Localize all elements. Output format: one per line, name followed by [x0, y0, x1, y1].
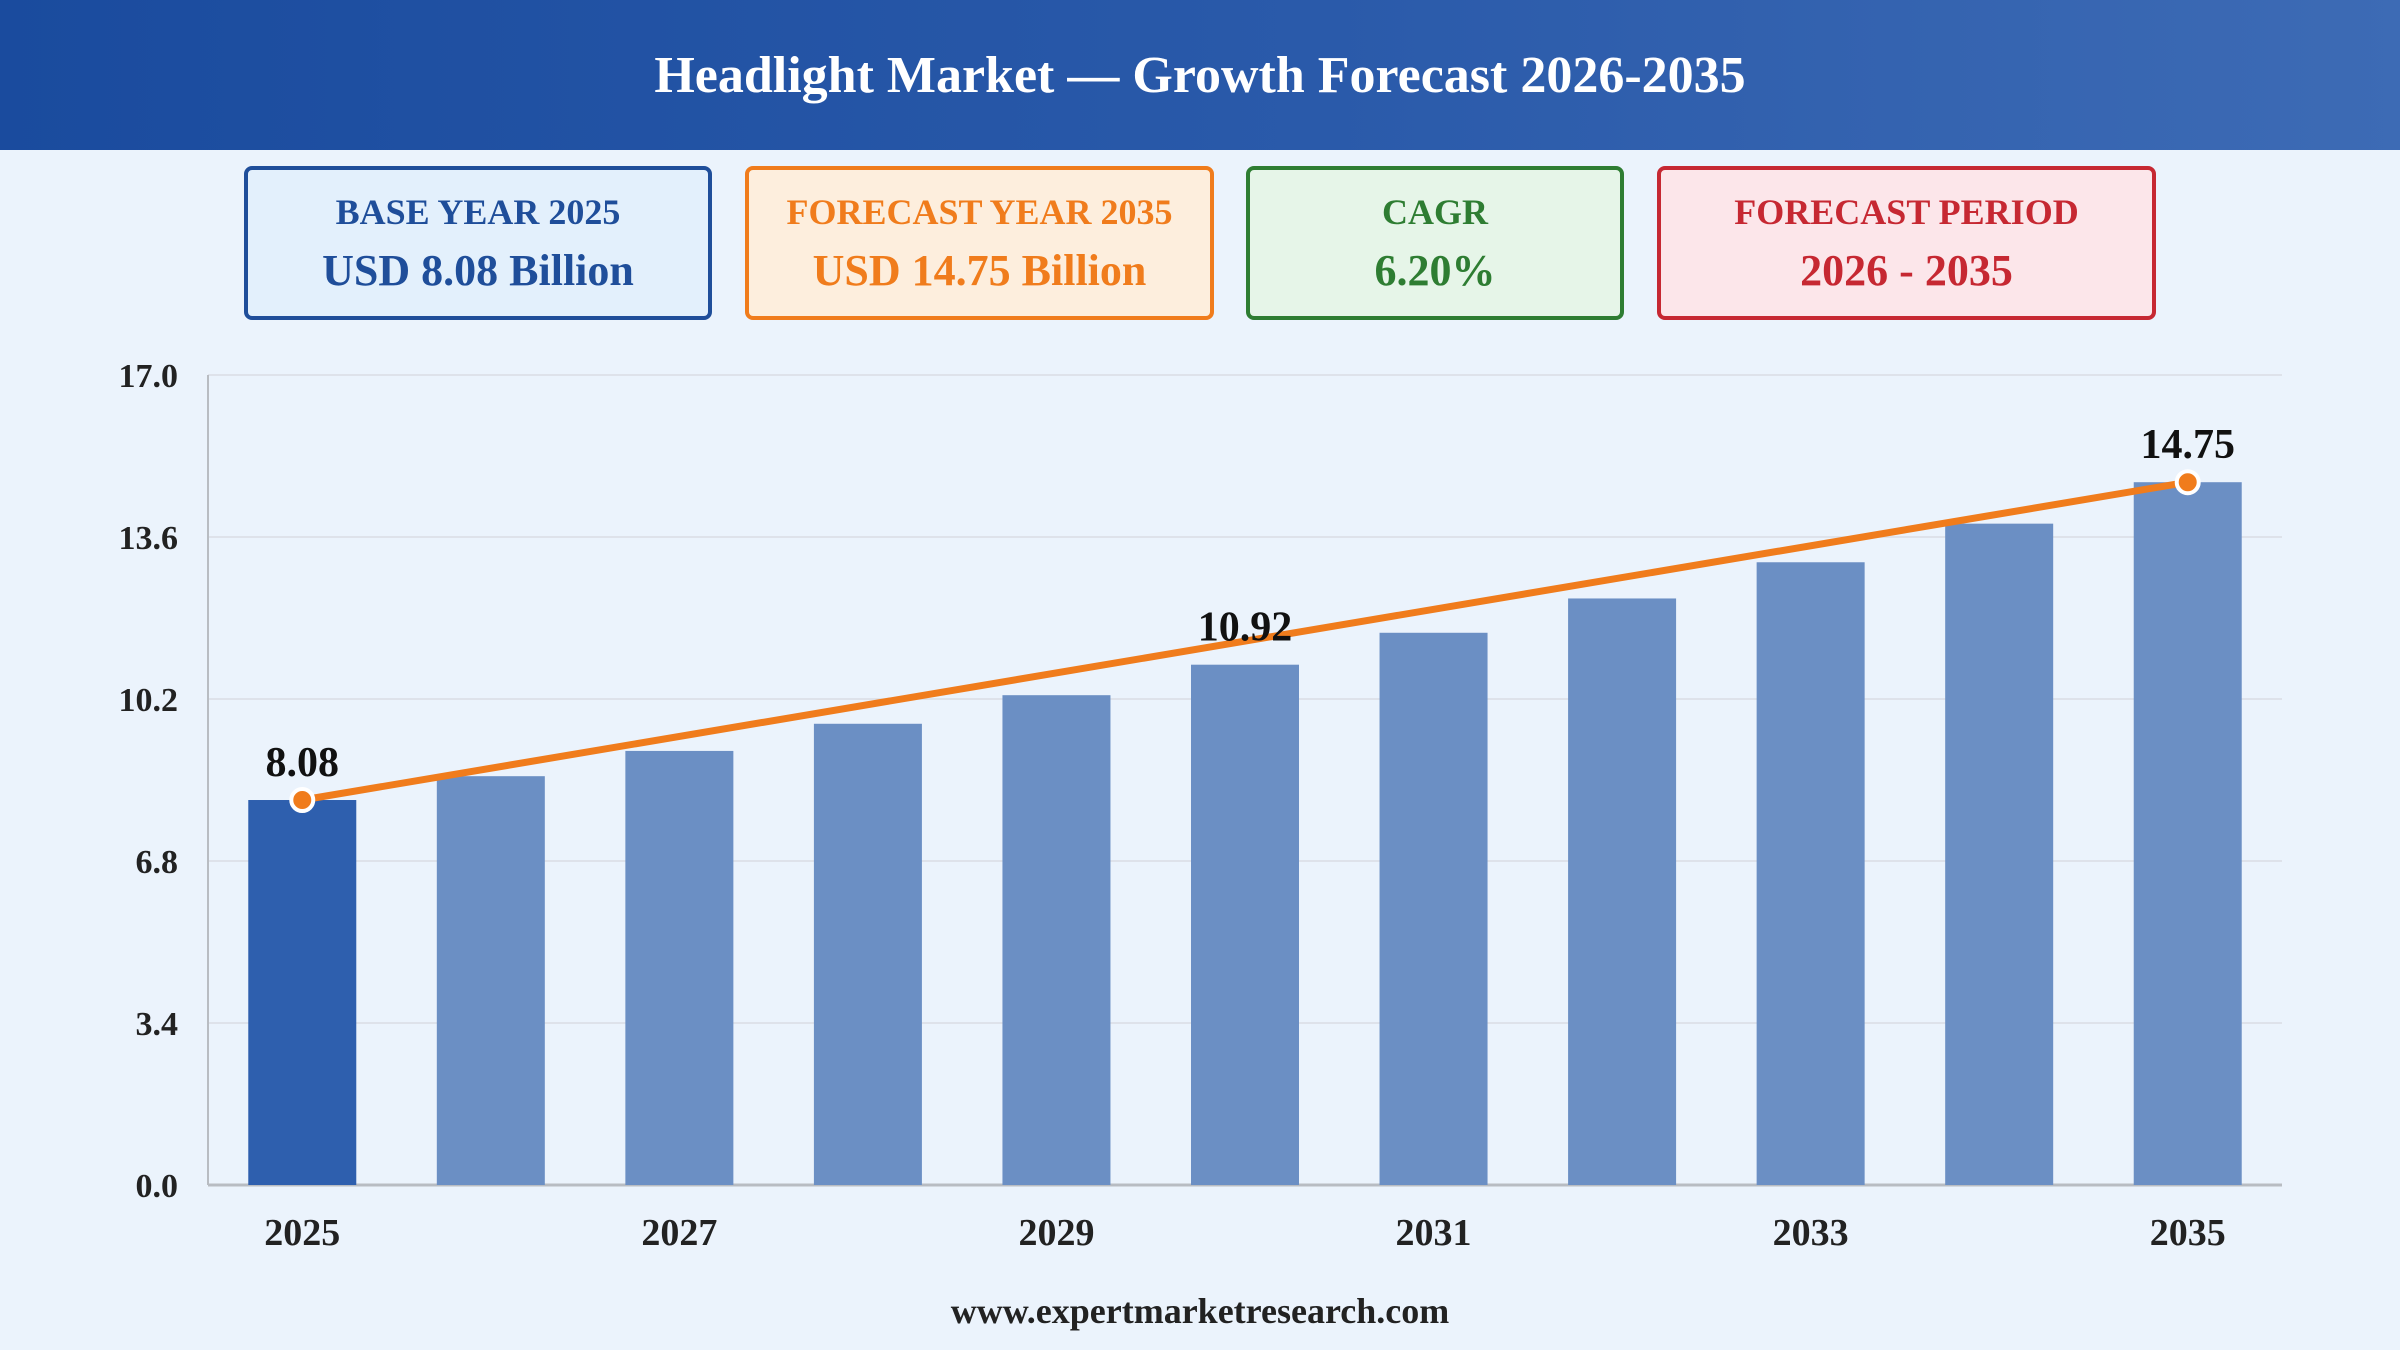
bar [248, 800, 357, 1185]
trend-start-marker [289, 787, 316, 814]
y-tick-label: 10.2 [119, 682, 179, 719]
x-tick-label: 2033 [1773, 1212, 1849, 1250]
x-tick-label: 2025 [264, 1212, 340, 1250]
bar [625, 750, 734, 1185]
y-tick-label: 17.0 [119, 358, 179, 395]
bar [1191, 664, 1299, 1185]
forecast-period-value: 2026 - 2035 [1800, 245, 2013, 295]
cagr-label: CAGR [1382, 191, 1488, 232]
cagr-card: CAGR 6.20% [1246, 166, 1624, 320]
data-label: 10.92 [1198, 605, 1293, 651]
trend-end-marker [2174, 469, 2201, 496]
base-year-card: BASE YEAR 2025 USD 8.08 Billion [244, 166, 712, 320]
bar [436, 776, 545, 1185]
bar [813, 723, 922, 1185]
y-tick-label: 13.6 [119, 520, 179, 557]
bar [1002, 695, 1111, 1185]
x-tick-label: 2029 [1018, 1212, 1094, 1250]
forecast-period-label: FORECAST PERIOD [1734, 191, 2079, 232]
x-tick-label: 2027 [641, 1212, 717, 1250]
bar [1756, 562, 1865, 1185]
source-url: www.expertmarketresearch.com [950, 1291, 1450, 1331]
forecast-period-card: FORECAST PERIOD 2026 - 2035 [1657, 166, 2156, 320]
y-tick-label: 6.8 [136, 844, 179, 881]
base-year-value: USD 8.08 Billion [322, 245, 634, 295]
cagr-value: 6.20% [1374, 245, 1496, 295]
forecast-year-label: FORECAST YEAR 2035 [786, 191, 1173, 232]
header-banner: Headlight Market — Growth Forecast 2026-… [0, 0, 2400, 150]
bar [2133, 482, 2242, 1185]
forecast-year-value: USD 14.75 Billion [812, 245, 1147, 295]
bar [1379, 632, 1488, 1185]
trend-line [298, 478, 2192, 804]
x-tick-label: 2035 [2150, 1212, 2226, 1250]
forecast-year-card: FORECAST YEAR 2035 USD 14.75 Billion [745, 166, 1214, 320]
bar [1945, 523, 2054, 1185]
x-tick-label: 2031 [1396, 1212, 1472, 1250]
y-tick-label: 3.4 [136, 1006, 179, 1043]
bar-chart: 0.0 3.4 6.8 10.2 13.6 17.0 2025 2027 2029 2031 203… [119, 358, 2282, 1250]
bar [1568, 598, 1677, 1185]
page-title: Headlight Market — Growth Forecast 2026-… [654, 46, 1746, 104]
y-tick-label: 0.0 [136, 1168, 179, 1205]
data-label: 8.08 [266, 740, 340, 786]
base-year-label: BASE YEAR 2025 [335, 191, 621, 232]
data-label: 14.75 [2140, 422, 2235, 468]
